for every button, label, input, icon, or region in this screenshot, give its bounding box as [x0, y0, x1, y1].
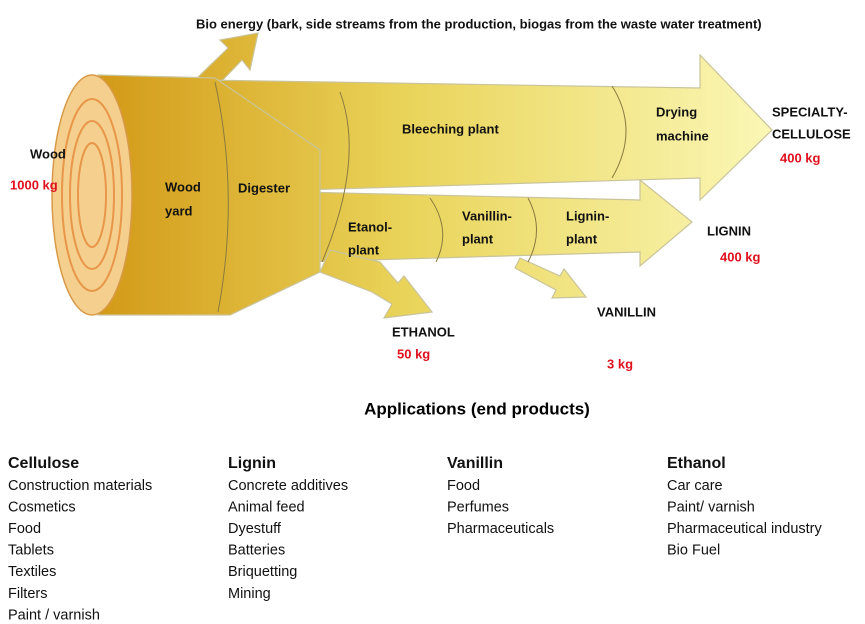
output-amount: 400 kg [720, 249, 761, 264]
flow-shapes [52, 33, 772, 318]
output-amount: 50 kg [397, 346, 430, 361]
column-item: Perfumes [447, 499, 509, 515]
column-item: Dyestuff [228, 521, 282, 537]
column-item: Cosmetics [8, 499, 76, 515]
stage-label: plant [566, 231, 598, 246]
stage-label: Digester [238, 180, 290, 195]
column-item: Bio Fuel [667, 543, 720, 559]
stage-label: plant [462, 231, 494, 246]
input-label: Wood [30, 146, 66, 161]
stage-label: Wood [165, 179, 201, 194]
bio-energy-label: Bio energy (bark, side streams from the … [196, 16, 762, 31]
stage-label: plant [348, 242, 380, 257]
column-item: Paint/ varnish [667, 499, 755, 515]
column-item: Concrete additives [228, 478, 348, 494]
log-end [52, 75, 132, 315]
page: Bio energy (bark, side streams from the … [0, 0, 865, 624]
stage-label: yard [165, 203, 193, 218]
stage-label: Bleeching plant [402, 121, 499, 136]
column-item: Food [8, 521, 41, 537]
output-amount: 3 kg [607, 356, 633, 371]
column-heading: Cellulose [8, 455, 79, 472]
column-item: Mining [228, 586, 271, 602]
input-amount: 1000 kg [10, 177, 58, 192]
column-item: Briquetting [228, 564, 297, 580]
column-heading: Lignin [228, 455, 276, 472]
stage-label: Vanillin- [462, 208, 512, 223]
stage-label: machine [656, 128, 709, 143]
output-label: VANILLIN [597, 304, 656, 319]
stage-label: Etanol- [348, 219, 392, 234]
column-item: Textiles [8, 564, 56, 580]
column-item: Tablets [8, 543, 54, 559]
output-label: ETHANOL [392, 324, 455, 339]
stage-label: Drying [656, 104, 697, 119]
column-item: Car care [667, 478, 723, 494]
stage-label: Lignin- [566, 208, 609, 223]
output-amount: 400 kg [780, 150, 821, 165]
column-item: Food [447, 478, 480, 494]
output-label: CELLULOSE [772, 126, 851, 141]
column-item: Animal feed [228, 499, 305, 515]
column-item: Paint / varnish [8, 607, 100, 623]
output-label: SPECIALTY- [772, 104, 848, 119]
column-item: Construction materials [8, 478, 152, 494]
column-item: Filters [8, 586, 47, 602]
vanillin-arrow [515, 258, 586, 298]
output-label: LIGNIN [707, 223, 751, 238]
applications-columns: Cellulose Construction materials Cosmetics… [8, 455, 822, 623]
column-item: Pharmaceutical industry [667, 521, 822, 537]
applications-title: Applications (end products) [364, 399, 590, 418]
column-heading: Ethanol [667, 455, 726, 472]
column-heading: Vanillin [447, 455, 503, 472]
column-item: Pharmaceuticals [447, 521, 554, 537]
column-item: Batteries [228, 543, 285, 559]
